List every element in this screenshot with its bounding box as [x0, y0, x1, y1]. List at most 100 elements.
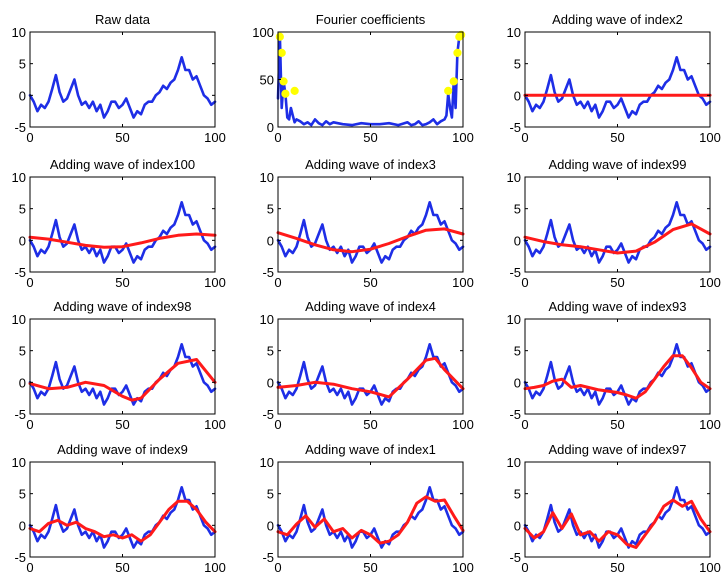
subplot-title: Adding wave of index100	[50, 157, 195, 172]
x-tick-label: 100	[699, 560, 721, 575]
y-tick-label: 5	[514, 57, 521, 72]
coefficient-marker	[279, 77, 288, 86]
y-tick-label: -5	[262, 550, 274, 565]
y-tick-label: 10	[12, 25, 26, 40]
raw-series-line	[276, 343, 465, 406]
x-tick-label: 100	[452, 275, 474, 290]
x-tick-label: 50	[115, 417, 129, 432]
y-tick-label: 10	[12, 312, 26, 327]
x-tick-label: 100	[452, 417, 474, 432]
x-tick-label: 100	[452, 130, 474, 145]
raw-series-line	[523, 343, 712, 406]
y-tick-label: 0	[514, 233, 521, 248]
y-tick-label: 10	[260, 312, 274, 327]
x-tick-label: 50	[363, 130, 377, 145]
y-tick-label: 0	[514, 375, 521, 390]
x-tick-label: 0	[26, 417, 33, 432]
y-tick-label: 0	[19, 518, 26, 533]
axes-frame	[277, 31, 464, 128]
y-tick-label: 10	[507, 170, 521, 185]
y-tick-label: 10	[507, 312, 521, 327]
y-tick-label: -5	[14, 120, 26, 135]
y-tick-label: 10	[12, 170, 26, 185]
fit-series-line	[276, 227, 465, 254]
subplot-2: Fourier coefficients 0 50 100 0 50 100	[252, 12, 474, 145]
y-tick-label: 0	[514, 88, 521, 103]
fit-series-line	[523, 354, 712, 400]
y-tick-label: -5	[509, 265, 521, 280]
fit-series-line	[523, 498, 712, 549]
subplot-title: Adding wave of index98	[53, 299, 191, 314]
raw-series-line	[28, 486, 217, 549]
x-tick-label: 50	[363, 417, 377, 432]
subplot-title: Adding wave of index97	[548, 442, 686, 457]
x-tick-label: 50	[115, 560, 129, 575]
coefficient-marker	[444, 86, 453, 96]
x-tick-label: 0	[274, 275, 281, 290]
x-tick-label: 0	[521, 560, 528, 575]
subplot-title: Adding wave of index2	[552, 12, 683, 27]
y-tick-label: 0	[267, 518, 274, 533]
x-tick-label: 100	[204, 417, 226, 432]
y-tick-label: -5	[509, 550, 521, 565]
y-tick-label: 0	[267, 375, 274, 390]
y-tick-label: 0	[267, 120, 274, 135]
x-tick-label: 0	[521, 275, 528, 290]
y-tick-label: 10	[507, 455, 521, 470]
x-tick-label: 50	[363, 275, 377, 290]
x-tick-label: 0	[274, 130, 281, 145]
x-tick-label: 0	[26, 275, 33, 290]
fit-series-line	[276, 356, 465, 399]
x-tick-label: 100	[204, 130, 226, 145]
x-tick-label: 50	[115, 275, 129, 290]
y-tick-label: 5	[19, 57, 26, 72]
subplot-title: Adding wave of index93	[548, 299, 686, 314]
y-tick-label: -5	[262, 407, 274, 422]
raw-series-line	[28, 56, 217, 119]
subplot-title: Adding wave of index9	[57, 442, 188, 457]
x-tick-label: 50	[363, 560, 377, 575]
y-tick-label: 0	[19, 88, 26, 103]
x-tick-label: 0	[26, 130, 33, 145]
y-tick-label: 0	[19, 233, 26, 248]
coefficient-marker	[290, 86, 299, 96]
y-tick-label: -5	[14, 407, 26, 422]
y-tick-label: 0	[514, 518, 521, 533]
raw-series-line	[28, 201, 217, 264]
y-tick-label: -5	[509, 120, 521, 135]
subplot-title: Raw data	[95, 12, 151, 27]
subplot-title: Adding wave of index4	[305, 299, 436, 314]
x-tick-label: 50	[610, 275, 624, 290]
raw-series-line	[28, 343, 217, 406]
y-tick-label: 10	[12, 455, 26, 470]
fit-series-line	[276, 495, 465, 545]
y-tick-label: 5	[19, 202, 26, 217]
x-tick-label: 0	[26, 560, 33, 575]
fit-series-line	[523, 222, 712, 255]
x-tick-label: 50	[115, 130, 129, 145]
y-tick-label: -5	[509, 407, 521, 422]
y-tick-label: 5	[514, 344, 521, 359]
fit-series-line	[28, 499, 217, 543]
x-tick-label: 100	[699, 275, 721, 290]
y-tick-label: 5	[267, 202, 274, 217]
raw-series-line	[523, 486, 712, 549]
y-tick-label: 5	[514, 202, 521, 217]
coefficient-marker	[275, 32, 284, 41]
raw-series-line	[276, 32, 465, 127]
x-tick-label: 50	[610, 130, 624, 145]
x-tick-label: 100	[204, 560, 226, 575]
y-tick-label: -5	[262, 265, 274, 280]
x-tick-label: 50	[610, 560, 624, 575]
y-tick-label: 0	[267, 233, 274, 248]
